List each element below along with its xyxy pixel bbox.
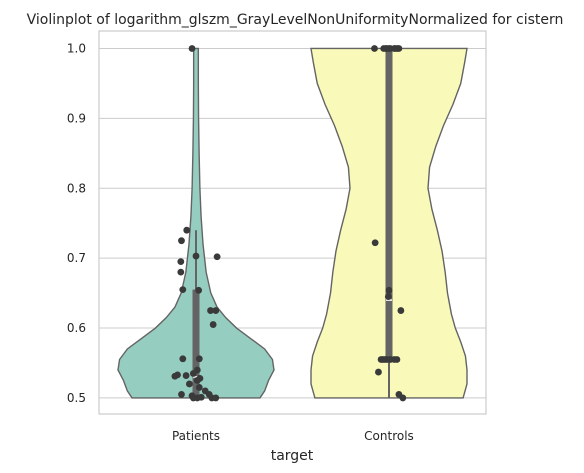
data-point — [385, 286, 393, 294]
data-point — [186, 380, 193, 388]
data-point — [193, 377, 201, 384]
y-tick-label: 0.7 — [67, 251, 86, 265]
data-point — [178, 237, 185, 245]
data-point — [189, 394, 197, 402]
data-point — [209, 321, 217, 328]
x-tick-label: Patients — [172, 429, 220, 443]
y-tick-label: 0.5 — [67, 391, 86, 405]
data-point — [179, 355, 187, 363]
violin-box — [385, 48, 393, 360]
data-point — [397, 307, 405, 314]
data-point — [207, 307, 214, 314]
data-point — [384, 293, 392, 300]
data-point — [177, 268, 185, 276]
y-tick-label: 1.0 — [67, 41, 86, 55]
chart-title: Violinplot of logarithm_glszm_GrayLevelN… — [27, 12, 564, 28]
plot-frame — [98, 30, 487, 415]
data-point — [183, 226, 191, 234]
data-point — [195, 355, 203, 363]
data-point — [195, 286, 203, 294]
data-point — [393, 356, 401, 363]
data-point — [177, 258, 185, 266]
y-tick-label: 0.9 — [67, 111, 86, 125]
data-point — [189, 370, 197, 377]
data-point — [178, 391, 185, 398]
data-point — [399, 394, 407, 402]
data-point — [195, 384, 203, 391]
data-point — [371, 239, 379, 247]
violin-box — [192, 289, 200, 398]
data-point — [212, 307, 220, 314]
data-point — [171, 372, 179, 380]
data-point — [213, 253, 221, 261]
data-point — [395, 45, 403, 52]
data-point — [182, 372, 190, 379]
plot-area: 0.5 0.6 0.7 0.8 0.9 1.0 Patients Controls — [67, 30, 487, 443]
x-tick-label: Controls — [364, 429, 414, 443]
y-tick-label: 0.6 — [67, 321, 86, 335]
data-point — [371, 45, 378, 52]
data-point — [192, 252, 200, 260]
data-point — [188, 45, 196, 52]
data-point — [375, 368, 382, 376]
data-point — [179, 286, 187, 293]
y-tick-label: 0.8 — [67, 181, 86, 195]
data-point — [212, 394, 220, 402]
x-axis-label: target — [271, 448, 314, 464]
